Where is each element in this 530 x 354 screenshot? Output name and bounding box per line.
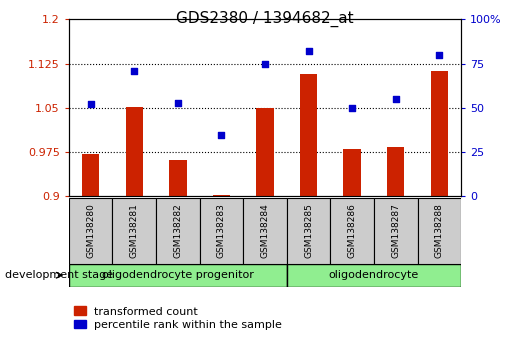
Point xyxy=(304,48,313,54)
Text: development stage: development stage xyxy=(5,270,113,280)
Bar xyxy=(169,160,187,196)
Bar xyxy=(69,198,112,264)
Bar xyxy=(112,198,156,264)
Point xyxy=(174,100,182,105)
Bar xyxy=(82,154,100,196)
Legend: transformed count, percentile rank within the sample: transformed count, percentile rank withi… xyxy=(74,307,282,330)
Bar xyxy=(126,107,143,196)
Point xyxy=(392,96,400,102)
Text: oligodendrocyte progenitor: oligodendrocyte progenitor xyxy=(102,270,254,280)
Text: GSM138282: GSM138282 xyxy=(173,204,182,258)
Text: GSM138286: GSM138286 xyxy=(348,204,357,258)
Bar xyxy=(287,198,330,264)
Bar xyxy=(387,147,404,196)
Text: GSM138284: GSM138284 xyxy=(261,204,269,258)
Text: GSM138281: GSM138281 xyxy=(130,204,139,258)
Bar xyxy=(374,198,418,264)
Text: GSM138283: GSM138283 xyxy=(217,204,226,258)
Bar xyxy=(213,195,230,196)
Point xyxy=(86,102,95,107)
Bar xyxy=(330,198,374,264)
Bar xyxy=(430,72,448,196)
Bar xyxy=(200,198,243,264)
Point xyxy=(130,68,138,74)
Bar xyxy=(69,264,287,287)
Bar xyxy=(156,198,200,264)
Bar xyxy=(287,264,461,287)
Bar xyxy=(418,198,461,264)
Text: GSM138285: GSM138285 xyxy=(304,204,313,258)
Text: GSM138280: GSM138280 xyxy=(86,204,95,258)
Bar xyxy=(300,74,317,196)
Bar xyxy=(257,108,273,196)
Bar xyxy=(243,198,287,264)
Text: GSM138287: GSM138287 xyxy=(391,204,400,258)
Point xyxy=(217,132,226,137)
Bar xyxy=(343,149,361,196)
Point xyxy=(348,105,356,111)
Text: GSM138288: GSM138288 xyxy=(435,204,444,258)
Text: oligodendrocyte: oligodendrocyte xyxy=(329,270,419,280)
Point xyxy=(435,52,444,58)
Text: GDS2380 / 1394682_at: GDS2380 / 1394682_at xyxy=(176,11,354,27)
Point xyxy=(261,61,269,67)
